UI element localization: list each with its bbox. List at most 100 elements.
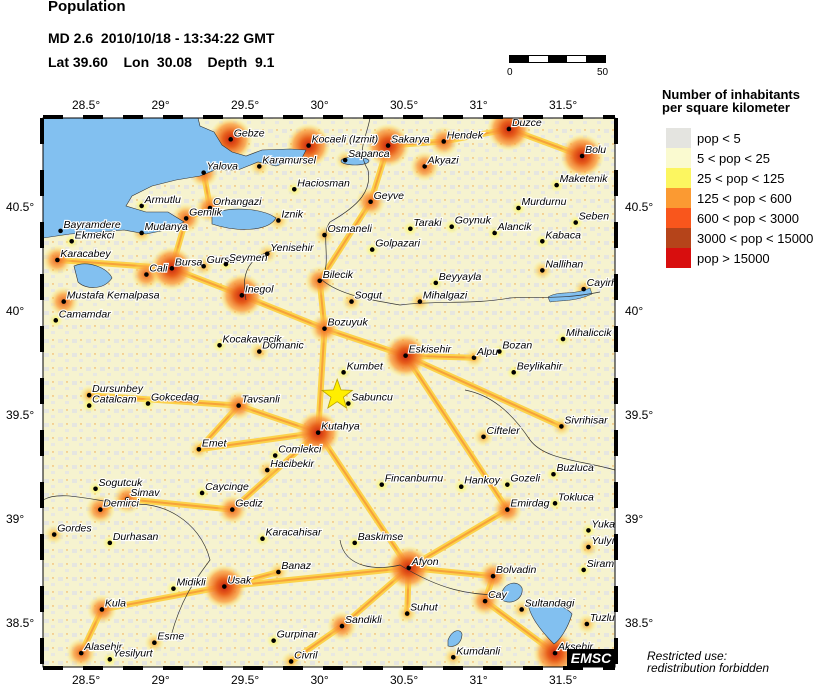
city-dot[interactable] [152,640,157,646]
city-dot[interactable] [339,623,345,629]
city-dot[interactable] [257,349,262,354]
city-dot[interactable] [505,507,510,512]
city-dot[interactable] [584,621,590,627]
city-dot[interactable] [481,434,486,440]
city-dot[interactable] [276,218,281,223]
city-dot[interactable] [207,205,213,211]
city-dot[interactable] [379,482,385,487]
city-dot[interactable] [540,238,545,244]
city-dot[interactable] [69,238,74,244]
city-dot[interactable] [368,199,373,205]
city-dot[interactable] [441,139,447,144]
city-dot[interactable] [229,507,235,512]
city-dot[interactable] [552,501,558,506]
city-dot[interactable] [271,638,276,643]
city-dot[interactable] [482,598,488,604]
city-dot[interactable] [352,540,358,546]
city-dot[interactable] [581,286,586,292]
city-dot[interactable] [449,224,455,230]
city-dot[interactable] [98,507,103,512]
city-dot[interactable] [559,424,564,429]
city-dot[interactable] [236,403,241,408]
city-dot[interactable] [490,573,496,579]
city-dot[interactable] [404,611,410,616]
city-dot[interactable] [276,569,281,575]
city-dot[interactable] [586,528,591,533]
city-dot[interactable] [492,230,497,236]
city-dot[interactable] [257,164,262,169]
city-dot[interactable] [260,536,265,542]
city-dot[interactable] [519,607,524,612]
city-dot[interactable] [93,486,98,492]
city-dot[interactable] [322,232,327,238]
city-dot[interactable] [78,650,84,656]
city-dot[interactable] [107,540,113,546]
city-dot[interactable] [199,490,205,496]
city-dot[interactable] [196,446,202,452]
city-dot[interactable] [403,353,408,358]
city-dot[interactable] [125,496,130,502]
city-dot[interactable] [222,584,227,589]
city-dot[interactable] [560,336,566,342]
city-dot[interactable] [171,586,176,591]
city-dot[interactable] [51,532,57,537]
city-dot[interactable] [450,654,456,660]
city-dot[interactable] [341,370,346,375]
city-dot[interactable] [417,299,423,304]
city-dot[interactable] [369,247,375,252]
city-dot[interactable] [58,228,63,234]
city-dot[interactable] [86,403,92,408]
city-dot[interactable] [552,650,558,656]
city-dot[interactable] [540,268,545,273]
city-dot[interactable] [408,226,413,232]
city-dot[interactable] [139,203,144,209]
city-dot[interactable] [223,261,229,267]
city-dot[interactable] [505,482,510,487]
city-dot[interactable] [264,467,270,473]
city-dot[interactable] [139,230,144,236]
city-dot[interactable] [317,278,323,284]
city-dot[interactable] [471,355,477,361]
city-dot[interactable] [107,657,113,662]
city-dot[interactable] [349,299,354,304]
city-dot[interactable] [288,659,294,664]
city-dot[interactable] [406,565,412,571]
city-dot[interactable] [586,544,591,550]
city-dot[interactable] [511,370,517,375]
city-dot[interactable] [169,266,175,271]
city-dot[interactable] [55,257,60,263]
city-dot[interactable] [346,401,351,406]
city-dot[interactable] [239,293,245,298]
city-dot[interactable] [53,318,59,323]
city-dot[interactable] [458,484,464,490]
city-dot[interactable] [385,143,391,148]
city-dot[interactable] [228,137,233,142]
city-dot[interactable] [272,453,278,458]
city-dot[interactable] [86,392,92,398]
city-dot[interactable] [144,272,149,277]
city-dot[interactable] [551,471,556,477]
city-dot[interactable] [497,349,502,354]
star-icon[interactable] [320,378,354,410]
city-dot[interactable] [99,607,105,612]
city-dot[interactable] [554,182,559,188]
city-dot[interactable] [579,153,585,159]
city-dot[interactable] [201,263,206,269]
city-dot[interactable] [61,299,67,304]
city-dot[interactable] [342,157,348,163]
city-dot[interactable] [322,326,327,331]
city-dot[interactable] [573,220,579,225]
city-dot[interactable] [201,170,206,175]
city-dot[interactable] [145,401,151,406]
city-dot[interactable] [422,164,427,169]
city-dot[interactable] [433,280,439,286]
city-dot[interactable] [217,342,222,348]
city-dot[interactable] [183,216,189,221]
city-dot[interactable] [506,126,512,132]
city-dot[interactable] [581,567,586,573]
city-dot[interactable] [264,251,270,257]
city-dot[interactable] [306,143,311,148]
city-dot[interactable] [516,205,521,211]
city-dot[interactable] [315,430,321,435]
